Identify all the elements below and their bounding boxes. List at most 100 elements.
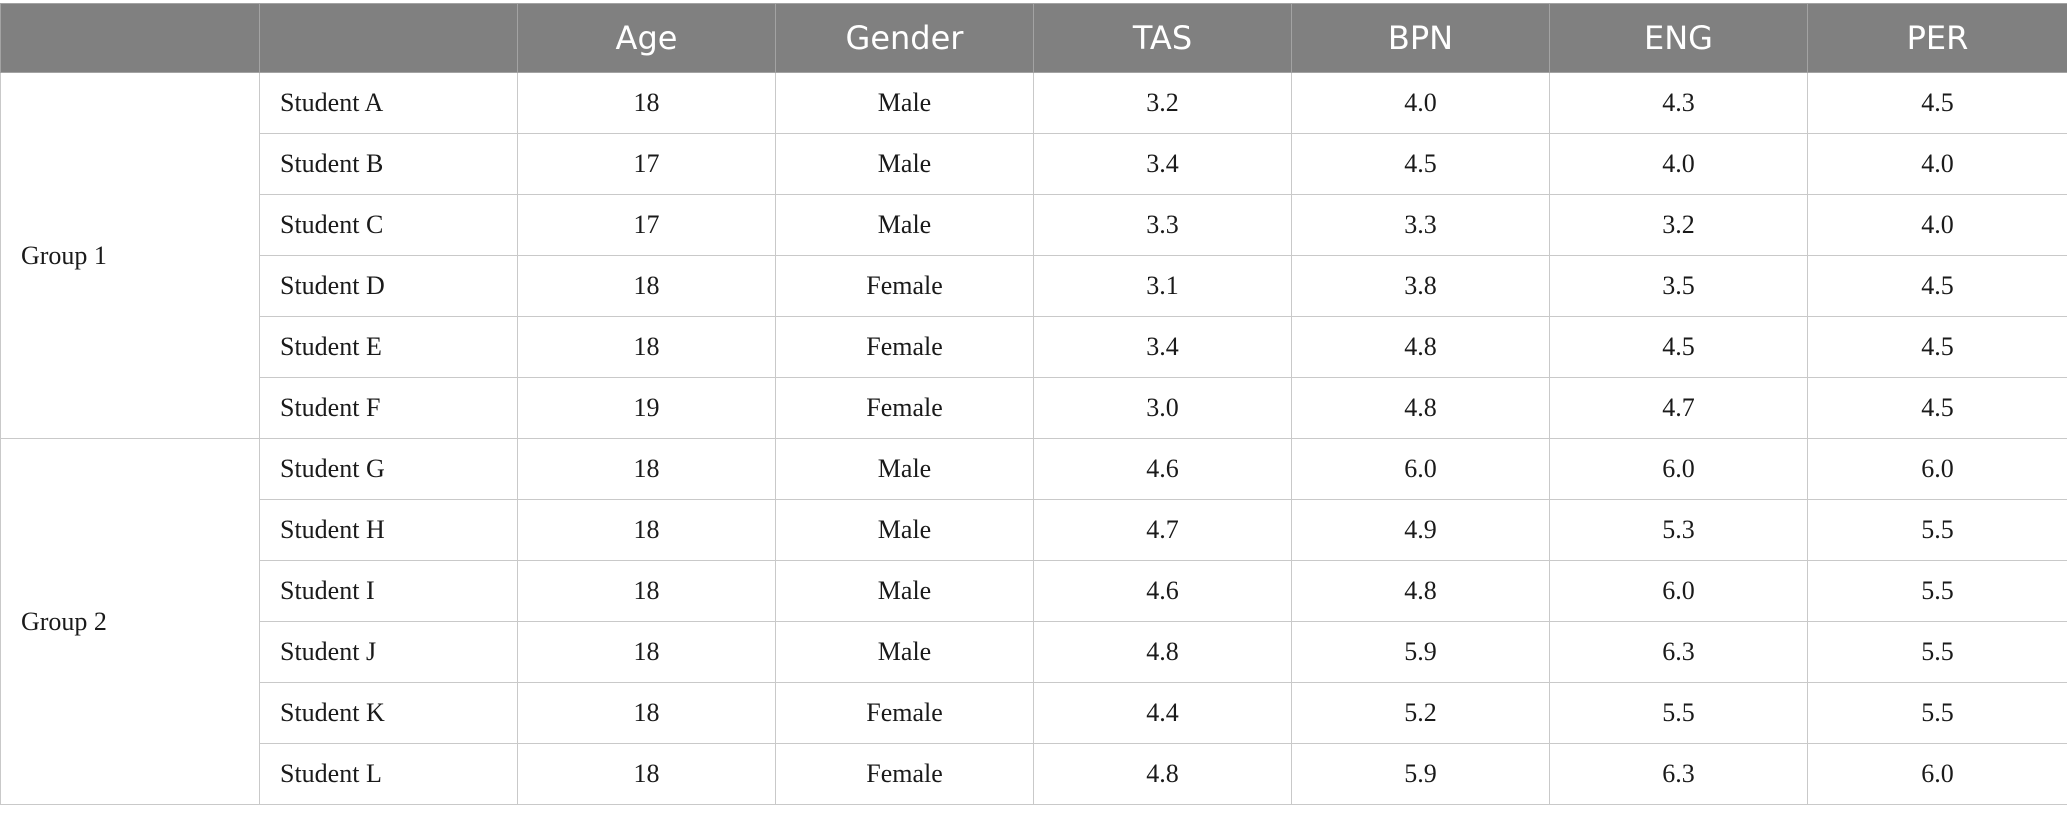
header-cell-student bbox=[259, 3, 518, 73]
eng-cell: 5.3 bbox=[1549, 499, 1808, 561]
table-row: Student J 18 Male 4.8 5.9 6.3 5.5 bbox=[1, 621, 2067, 683]
student-name-cell: Student H bbox=[259, 499, 518, 561]
tas-cell: 3.2 bbox=[1033, 72, 1292, 134]
header-cell-per: PER bbox=[1807, 3, 2067, 73]
table-row: Student D 18 Female 3.1 3.8 3.5 4.5 bbox=[1, 255, 2067, 317]
age-cell: 18 bbox=[517, 316, 776, 378]
age-cell: 17 bbox=[517, 133, 776, 195]
eng-cell: 6.0 bbox=[1549, 438, 1808, 500]
eng-cell: 6.3 bbox=[1549, 743, 1808, 805]
header-cell-bpn: BPN bbox=[1291, 3, 1550, 73]
table-header: Age Gender TAS BPN ENG PER bbox=[0, 3, 2067, 73]
per-cell: 4.0 bbox=[1807, 133, 2067, 195]
per-cell: 4.0 bbox=[1807, 194, 2067, 256]
per-cell: 4.5 bbox=[1807, 72, 2067, 134]
tas-cell: 4.6 bbox=[1033, 438, 1292, 500]
header-cell-group bbox=[0, 3, 260, 73]
tas-cell: 4.8 bbox=[1033, 621, 1292, 683]
table-row: Student B 17 Male 3.4 4.5 4.0 4.0 bbox=[1, 133, 2067, 195]
eng-cell: 4.7 bbox=[1549, 377, 1808, 439]
age-cell: 18 bbox=[517, 682, 776, 744]
table-row: Student F 19 Female 3.0 4.8 4.7 4.5 bbox=[1, 377, 2067, 439]
student-name-cell: Student D bbox=[259, 255, 518, 317]
age-cell: 18 bbox=[517, 255, 776, 317]
group-label-cell: Group 2 bbox=[0, 438, 260, 805]
tas-cell: 4.8 bbox=[1033, 743, 1292, 805]
bpn-cell: 4.0 bbox=[1291, 72, 1550, 134]
header-cell-tas: TAS bbox=[1033, 3, 1292, 73]
table-row: Student H 18 Male 4.7 4.9 5.3 5.5 bbox=[1, 499, 2067, 561]
bpn-cell: 4.5 bbox=[1291, 133, 1550, 195]
per-cell: 6.0 bbox=[1807, 743, 2067, 805]
bpn-cell: 3.8 bbox=[1291, 255, 1550, 317]
gender-cell: Male bbox=[775, 621, 1034, 683]
age-cell: 19 bbox=[517, 377, 776, 439]
gender-cell: Female bbox=[775, 743, 1034, 805]
gender-cell: Male bbox=[775, 133, 1034, 195]
eng-cell: 3.5 bbox=[1549, 255, 1808, 317]
gender-cell: Male bbox=[775, 72, 1034, 134]
eng-cell: 6.0 bbox=[1549, 560, 1808, 622]
header-row: Age Gender TAS BPN ENG PER bbox=[0, 3, 2067, 73]
table-row: Student I 18 Male 4.6 4.8 6.0 5.5 bbox=[1, 560, 2067, 622]
per-cell: 4.5 bbox=[1807, 377, 2067, 439]
gender-cell: Female bbox=[775, 377, 1034, 439]
tas-cell: 4.4 bbox=[1033, 682, 1292, 744]
bpn-cell: 4.8 bbox=[1291, 560, 1550, 622]
per-cell: 5.5 bbox=[1807, 621, 2067, 683]
gender-cell: Female bbox=[775, 255, 1034, 317]
student-name-cell: Student C bbox=[259, 194, 518, 256]
table-row: Student K 18 Female 4.4 5.2 5.5 5.5 bbox=[1, 682, 2067, 744]
eng-cell: 4.5 bbox=[1549, 316, 1808, 378]
student-name-cell: Student F bbox=[259, 377, 518, 439]
student-name-cell: Student K bbox=[259, 682, 518, 744]
age-cell: 18 bbox=[517, 621, 776, 683]
group-label-cell: Group 1 bbox=[0, 72, 260, 439]
table-row: Student L 18 Female 4.8 5.9 6.3 6.0 bbox=[1, 743, 2067, 805]
gender-cell: Male bbox=[775, 499, 1034, 561]
gender-cell: Female bbox=[775, 682, 1034, 744]
student-name-cell: Student A bbox=[259, 72, 518, 134]
age-cell: 18 bbox=[517, 438, 776, 500]
tas-cell: 3.4 bbox=[1033, 316, 1292, 378]
bpn-cell: 6.0 bbox=[1291, 438, 1550, 500]
per-cell: 5.5 bbox=[1807, 499, 2067, 561]
age-cell: 18 bbox=[517, 743, 776, 805]
table-row: Student E 18 Female 3.4 4.8 4.5 4.5 bbox=[1, 316, 2067, 378]
per-cell: 4.5 bbox=[1807, 316, 2067, 378]
student-name-cell: Student G bbox=[259, 438, 518, 500]
bpn-cell: 4.9 bbox=[1291, 499, 1550, 561]
age-cell: 18 bbox=[517, 560, 776, 622]
bpn-cell: 5.9 bbox=[1291, 621, 1550, 683]
table-row: Group 2 Student G 18 Male 4.6 6.0 6.0 6.0 bbox=[0, 438, 2067, 805]
student-name-cell: Student J bbox=[259, 621, 518, 683]
student-name-cell: Student I bbox=[259, 560, 518, 622]
age-cell: 18 bbox=[517, 499, 776, 561]
eng-cell: 4.0 bbox=[1549, 133, 1808, 195]
eng-cell: 5.5 bbox=[1549, 682, 1808, 744]
tas-cell: 3.4 bbox=[1033, 133, 1292, 195]
gender-cell: Male bbox=[775, 560, 1034, 622]
per-cell: 5.5 bbox=[1807, 560, 2067, 622]
student-name-cell: Student E bbox=[259, 316, 518, 378]
per-cell: 6.0 bbox=[1807, 438, 2067, 500]
eng-cell: 6.3 bbox=[1549, 621, 1808, 683]
tas-cell: 3.0 bbox=[1033, 377, 1292, 439]
per-cell: 4.5 bbox=[1807, 255, 2067, 317]
table-row: Group 1 Student A 18 Male 3.2 4.0 4.3 4.5 bbox=[0, 72, 2067, 439]
bpn-cell: 4.8 bbox=[1291, 316, 1550, 378]
student-data-table: Age Gender TAS BPN ENG PER Group 1 Studen… bbox=[0, 3, 2067, 805]
table-row: Student C 17 Male 3.3 3.3 3.2 4.0 bbox=[1, 194, 2067, 256]
header-cell-gender: Gender bbox=[775, 3, 1034, 73]
per-cell: 5.5 bbox=[1807, 682, 2067, 744]
tas-cell: 3.1 bbox=[1033, 255, 1292, 317]
bpn-cell: 5.2 bbox=[1291, 682, 1550, 744]
eng-cell: 3.2 bbox=[1549, 194, 1808, 256]
tas-cell: 3.3 bbox=[1033, 194, 1292, 256]
header-cell-age: Age bbox=[517, 3, 776, 73]
gender-cell: Male bbox=[775, 438, 1034, 500]
student-name-cell: Student B bbox=[259, 133, 518, 195]
bpn-cell: 5.9 bbox=[1291, 743, 1550, 805]
age-cell: 18 bbox=[517, 72, 776, 134]
bpn-cell: 3.3 bbox=[1291, 194, 1550, 256]
